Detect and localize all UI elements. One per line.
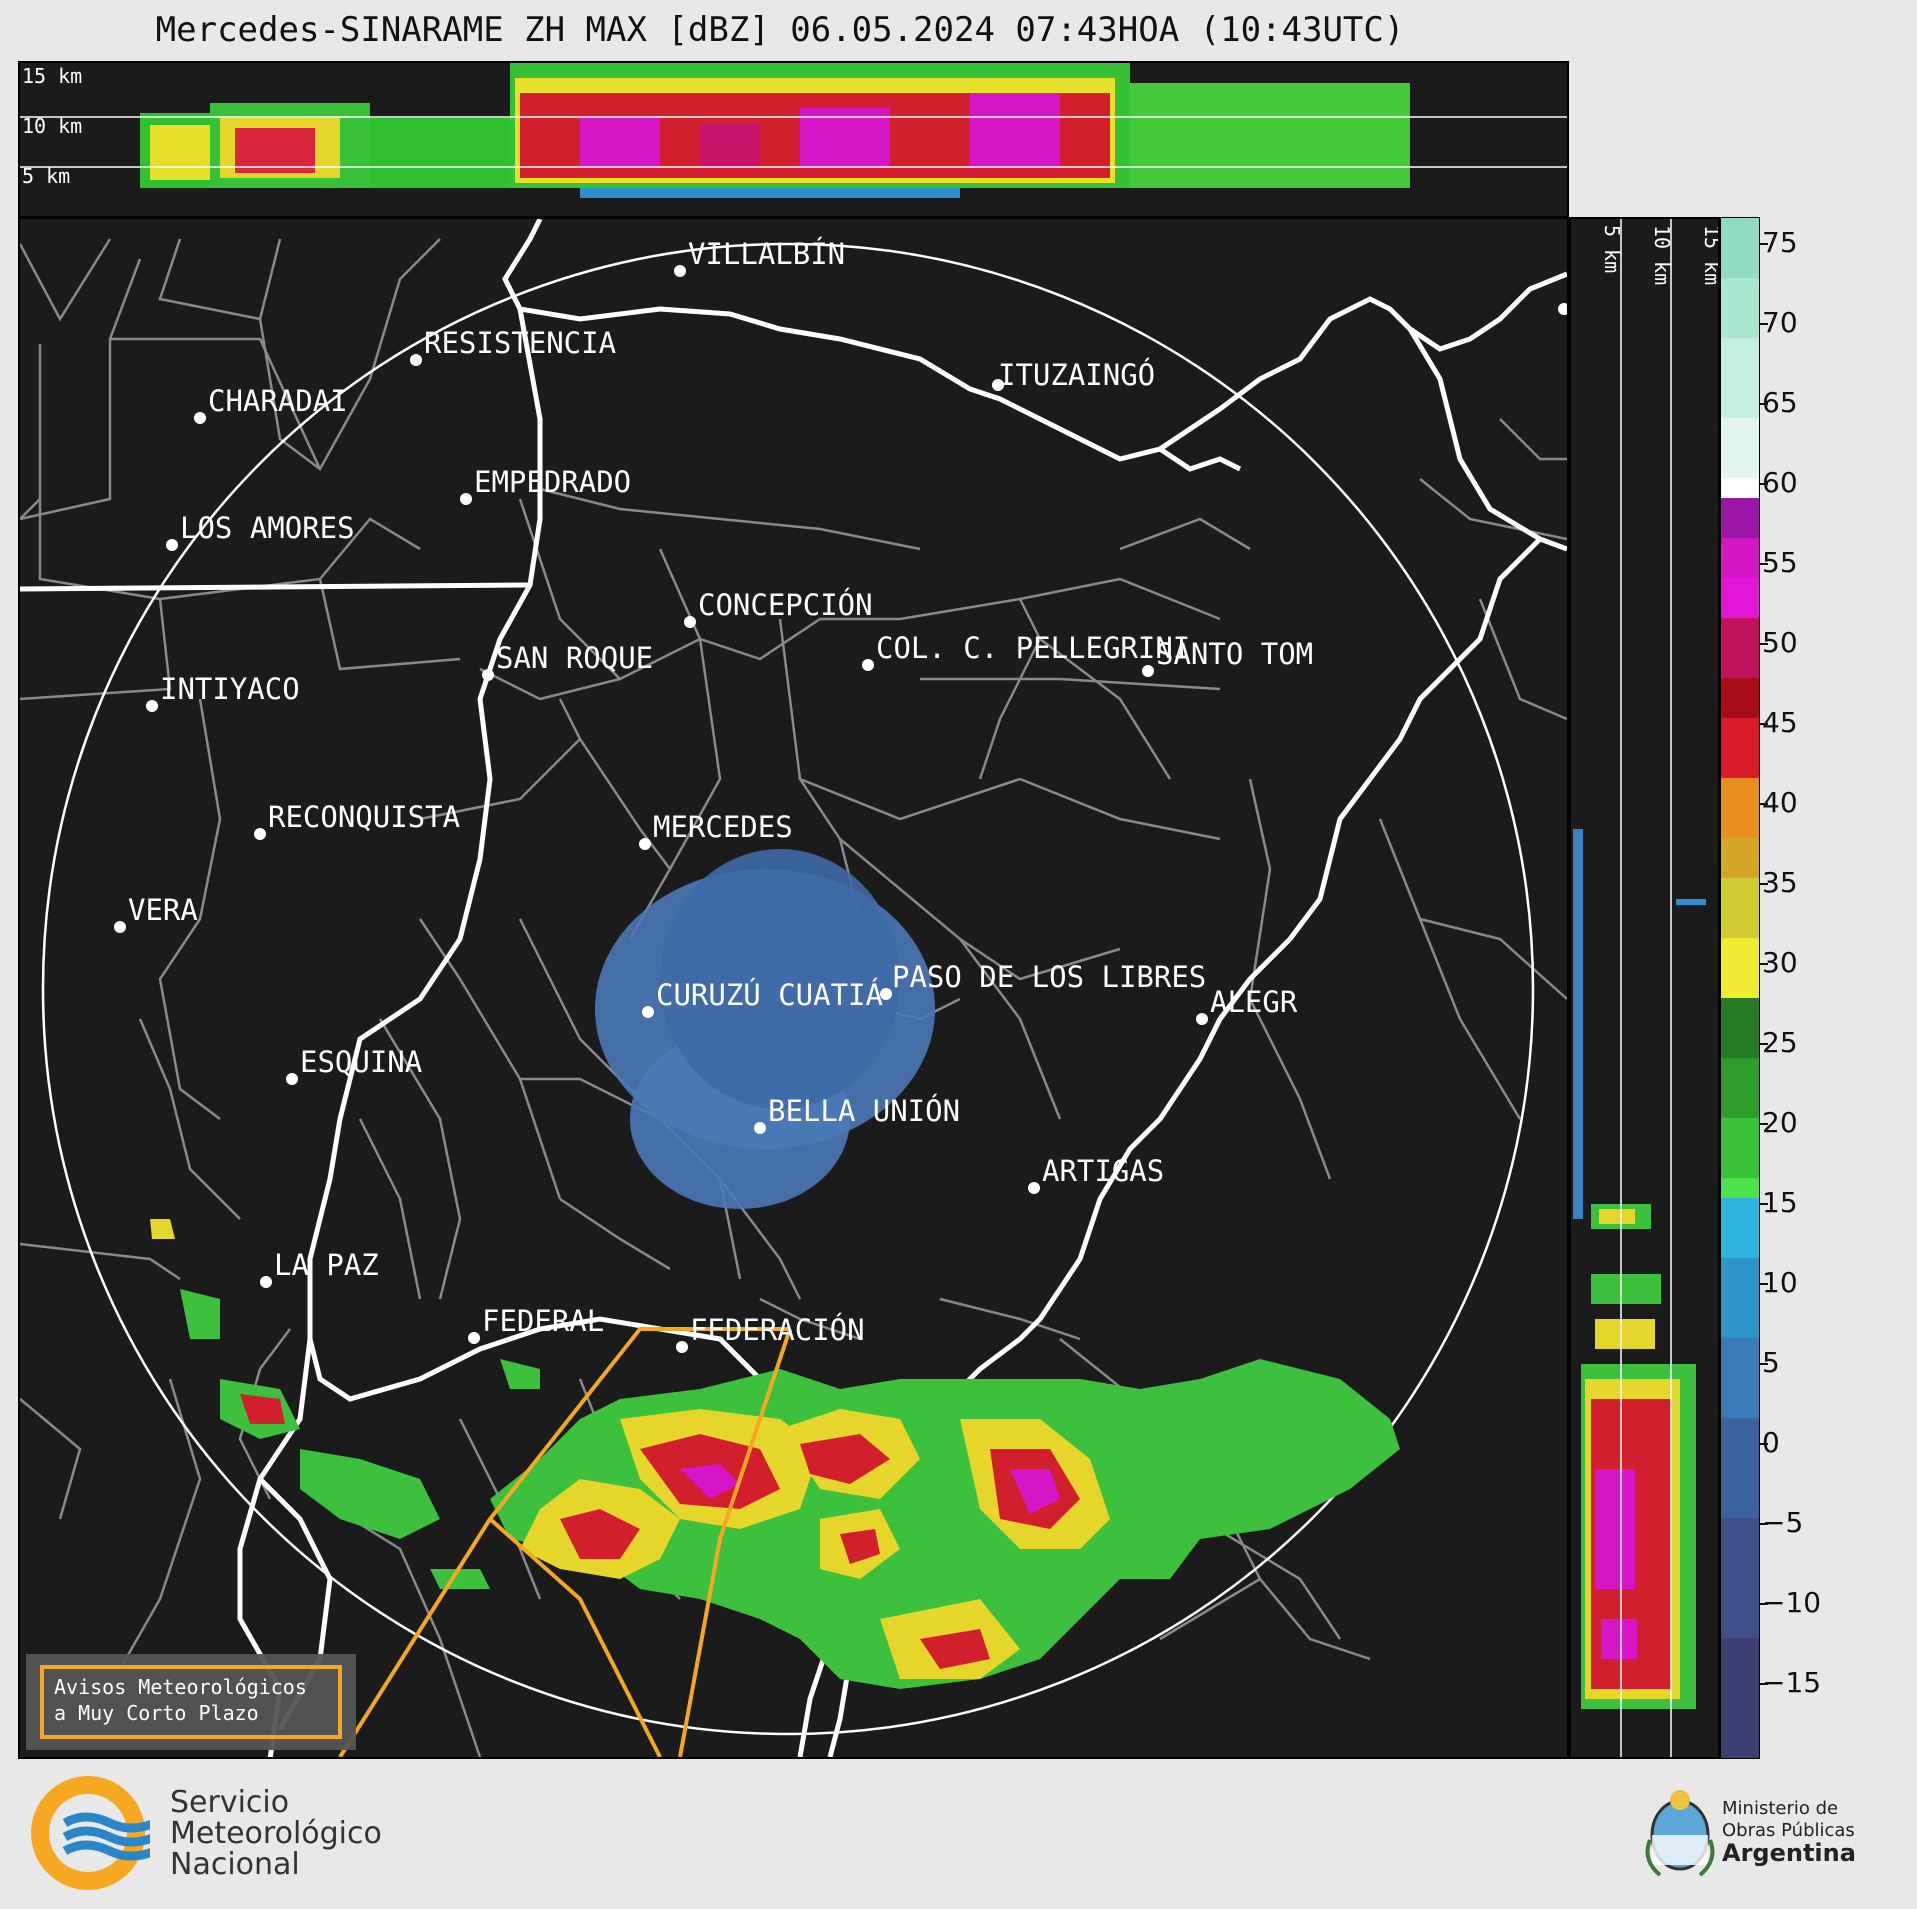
tickmark-25 — [1760, 1043, 1768, 1045]
tick-15: 15 — [1762, 1186, 1798, 1219]
tick-25: 25 — [1762, 1026, 1798, 1059]
tick-70: 70 — [1762, 306, 1798, 339]
tick-55: 55 — [1762, 546, 1798, 579]
label-artigas: ARTIGAS — [1042, 1154, 1164, 1188]
label-ituzaingo: ITUZAINGÓ — [998, 358, 1155, 392]
tick-50: 50 — [1762, 626, 1798, 659]
top-cross-section: 15 km 10 km 5 km — [18, 61, 1569, 218]
label-bella-union: BELLA UNIÓN — [768, 1094, 960, 1128]
range-ring — [41, 242, 1535, 1736]
right-echo-band — [1573, 829, 1706, 1709]
tickmark-75 — [1760, 243, 1768, 245]
height-label-15: 15 km — [22, 64, 82, 88]
tick-75: 75 — [1762, 226, 1798, 259]
tick-5: 5 — [1762, 1346, 1780, 1379]
tickmark-50 — [1760, 643, 1768, 645]
tickmark-45 — [1760, 723, 1768, 725]
alert-polygon-edge — [678, 1328, 792, 1757]
tick-minus5: −5 — [1762, 1506, 1804, 1539]
smn-logo-icon — [31, 1776, 150, 1890]
city-markers — [114, 265, 1567, 1353]
tickmark-65 — [1760, 403, 1768, 405]
label-mercedes: MERCEDES — [653, 810, 793, 844]
label-los-amores: LOS AMORES — [180, 511, 355, 545]
tickmark-20 — [1760, 1123, 1768, 1125]
label-la-paz: LA PAZ — [274, 1248, 379, 1282]
tickmark-minus10 — [1760, 1603, 1768, 1605]
right-height-label-10: 10 km — [1650, 225, 1674, 285]
tickmark-10 — [1760, 1283, 1768, 1285]
coat-of-arms-icon — [1645, 1790, 1715, 1877]
clutter-echo — [595, 849, 935, 1209]
page-title: Mercedes-SINARAME ZH MAX [dBZ] 06.05.202… — [155, 10, 1405, 50]
label-paso-de-los-libres: PASO DE LOS LIBRES — [892, 960, 1206, 994]
tick-40: 40 — [1762, 786, 1798, 819]
top-echo-band — [140, 63, 1410, 198]
height-label-10: 10 km — [22, 114, 82, 138]
ministerio-line1: Ministerio de — [1722, 1798, 1839, 1819]
tick-0: 0 — [1762, 1426, 1780, 1459]
tick-10: 10 — [1762, 1266, 1798, 1299]
department-boundaries — [20, 238, 1567, 1757]
tickmark-55 — [1760, 563, 1768, 565]
ministerio-line2: Obras Públicas — [1722, 1820, 1855, 1841]
tickmark-minus5 — [1760, 1523, 1768, 1525]
height-label-5: 5 km — [22, 164, 70, 188]
tickmark-5 — [1760, 1363, 1768, 1365]
tickmark-40 — [1760, 803, 1768, 805]
label-charadai: CHARADAI — [208, 384, 348, 418]
tickmark-70 — [1760, 323, 1768, 325]
label-alegrete: ALEGR — [1210, 985, 1298, 1019]
label-intiyaco: INTIYACO — [160, 672, 300, 706]
city-labels: VILLALBÍN RESISTENCIA CHARADAI ITUZAINGÓ… — [128, 237, 1313, 1347]
label-federal: FEDERAL — [482, 1304, 604, 1338]
alert-legend-box[interactable]: Avisos Meteorológicos a Muy Corto Plazo — [26, 1654, 356, 1750]
label-san-roque: SAN ROQUE — [496, 641, 653, 675]
tick-60: 60 — [1762, 466, 1798, 499]
alert-polygon — [338, 1327, 790, 1757]
label-resistencia: RESISTENCIA — [424, 326, 616, 360]
tick-20: 20 — [1762, 1106, 1798, 1139]
ministerio-logo: Ministerio de Obras Públicas Argentina — [1640, 1780, 1900, 1890]
tickmark-minus15 — [1760, 1683, 1768, 1685]
label-villalbin: VILLALBÍN — [688, 237, 845, 271]
tick-35: 35 — [1762, 866, 1798, 899]
smn-logo: Servicio Meteorológico Nacional — [30, 1775, 430, 1895]
label-reconquista: RECONQUISTA — [268, 800, 460, 834]
label-esquina: ESQUINA — [300, 1045, 422, 1079]
alert-box-line2: a Muy Corto Plazo — [54, 1701, 259, 1725]
alert-box-line1: Avisos Meteorológicos — [54, 1675, 307, 1699]
ministerio-line3: Argentina — [1722, 1839, 1856, 1867]
tickmark-35 — [1760, 883, 1768, 885]
tickmark-0 — [1760, 1443, 1768, 1445]
label-federacion: FEDERACIÓN — [690, 1313, 865, 1347]
alert-polygon-inner — [488, 1517, 662, 1757]
label-santo-tome: SANTO TOM — [1156, 637, 1313, 671]
label-curuzu-cuatia: CURUZÚ CUATIÁ — [656, 978, 883, 1012]
smn-line1: Servicio — [170, 1785, 290, 1820]
right-height-label-15: 15 km — [1700, 225, 1718, 285]
smn-line2: Meteorológico — [170, 1816, 382, 1851]
radar-map: VILLALBÍN RESISTENCIA CHARADAI ITUZAINGÓ… — [18, 217, 1569, 1759]
smn-line3: Nacional — [170, 1847, 300, 1882]
tickmark-30 — [1760, 963, 1768, 965]
tick-30: 30 — [1762, 946, 1798, 979]
tick-minus10: −10 — [1762, 1586, 1822, 1619]
label-pellegrini: COL. C. PELLEGRINI — [876, 631, 1190, 665]
tickmark-15 — [1760, 1203, 1768, 1205]
label-empedrado: EMPEDRADO — [474, 465, 631, 499]
label-concepcion: CONCEPCIÓN — [698, 588, 873, 622]
tickmark-60 — [1760, 483, 1768, 485]
right-cross-section: 5 km 10 km 15 km — [1569, 217, 1724, 1759]
tick-45: 45 — [1762, 706, 1798, 739]
tick-minus15: −15 — [1762, 1666, 1822, 1699]
dbz-colorbar — [1720, 217, 1760, 1759]
tick-65: 65 — [1762, 386, 1798, 419]
label-vera: VERA — [128, 893, 198, 927]
right-height-label-5: 5 km — [1600, 225, 1624, 273]
storm-echoes — [150, 1219, 1400, 1689]
